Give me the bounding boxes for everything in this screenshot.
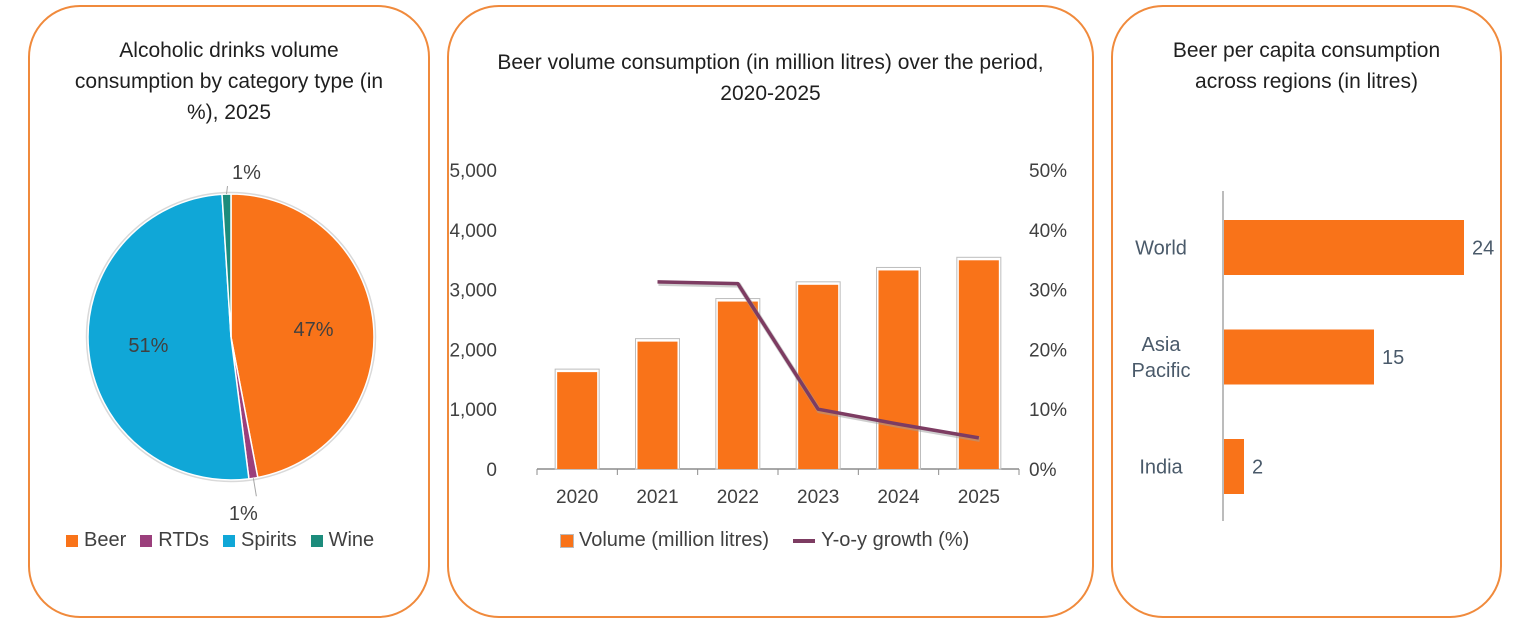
legend-swatch-beer	[66, 534, 78, 547]
pie-label-beer: 47%	[294, 319, 334, 341]
x-tick-label: 2022	[717, 487, 759, 508]
pie-chart-panel: Alcoholic drinks volume consumption by c…	[28, 5, 430, 618]
pie-label-rtds: 1%	[229, 503, 258, 522]
pie-slice-spirits	[87, 193, 250, 481]
combo-legend: Volume (million litres) Y-o-y growth (%)	[560, 529, 983, 552]
x-tick-label: 2025	[958, 487, 1000, 508]
legend-item-wine: Wine	[310, 529, 375, 552]
legend-item-volume: Volume (million litres)	[560, 529, 770, 552]
hbar-category-label-line: World	[1135, 238, 1187, 260]
combo-chart-title: Beer volume consumption (in million litr…	[497, 51, 1044, 105]
y-tick-label: 3,000	[449, 281, 497, 302]
x-tick-label: 2023	[797, 487, 839, 508]
pie-leader-wine	[226, 186, 229, 195]
pie-label-wine: 1%	[232, 162, 261, 184]
hbar-world	[1224, 220, 1464, 275]
pie-label-spirits: 51%	[128, 335, 168, 357]
y2-tick-label: 30%	[1029, 281, 1067, 302]
x-tick-label: 2021	[636, 487, 678, 508]
legend-item-beer: Beer	[66, 529, 126, 552]
y2-tick-label: 0%	[1029, 460, 1057, 481]
bar-volume-2024	[878, 270, 919, 469]
legend-item-spirits: Spirits	[223, 529, 297, 552]
bar-volume-2023	[798, 284, 839, 469]
legend-swatch-volume	[560, 533, 574, 548]
combo-chart-panel: Beer volume consumption (in million litr…	[447, 5, 1094, 618]
pie-slice-wine	[221, 193, 232, 338]
x-tick-label: 2024	[877, 487, 920, 508]
legend-swatch-rtds	[140, 534, 153, 547]
legend-label-spirits: Spirits	[241, 529, 297, 551]
pie-legend: Beer RTDs Spirits Wine	[66, 529, 388, 552]
legend-label-growth: Y-o-y growth (%)	[821, 529, 970, 551]
y-tick-label: 2,000	[449, 340, 497, 361]
pie-slice-beer	[230, 193, 375, 479]
hbar-category-label-line: Asia	[1142, 334, 1182, 356]
legend-swatch-wine	[310, 534, 323, 547]
bar-volume-2020	[557, 372, 598, 469]
hbar-category-label-line: Pacific	[1132, 360, 1191, 382]
hbar-category-label: World	[1135, 238, 1187, 260]
y2-tick-label: 10%	[1029, 400, 1067, 421]
legend-item-growth: Y-o-y growth (%)	[793, 529, 969, 552]
legend-label-rtds: RTDs	[158, 529, 209, 551]
pie-outline	[85, 191, 377, 483]
y2-tick-label: 20%	[1029, 340, 1067, 361]
pie-leader-rtds	[252, 478, 257, 497]
legend-line-growth	[793, 538, 816, 543]
hbar-india	[1224, 439, 1244, 494]
bar-volume-2021	[637, 341, 678, 469]
legend-item-rtds: RTDs	[140, 529, 209, 552]
y-tick-label: 0	[486, 460, 497, 481]
pie-chart-title: Alcoholic drinks volume consumption by c…	[74, 39, 384, 124]
y-tick-label: 1,000	[449, 400, 497, 421]
hbar-asia-pacific	[1224, 329, 1374, 385]
legend-swatch-spirits	[223, 534, 235, 547]
y2-tick-label: 40%	[1029, 221, 1067, 242]
legend-label-beer: Beer	[84, 529, 127, 551]
hbar-chart-panel: Beer per capita consumption across regio…	[1111, 5, 1502, 618]
hbar-category-label: India	[1139, 457, 1183, 479]
bar-volume-2022	[717, 301, 758, 469]
pie-chart: 47% 51% 1% 1%	[85, 162, 377, 522]
hbar-category-label-line: India	[1139, 457, 1183, 479]
y-tick-label: 5,000	[449, 161, 497, 182]
combo-chart: 0 1,000 2,000 3,000 4,000 5,000 0% 10% 20% 30% 40%…	[449, 161, 1067, 508]
hbar-value-label: 24	[1472, 238, 1494, 260]
y2-tick-label: 50%	[1029, 161, 1067, 182]
hbar-chart-title: Beer per capita consumption across regio…	[1172, 39, 1441, 93]
legend-label-volume: Volume (million litres)	[579, 529, 770, 551]
hbar-value-label: 2	[1252, 457, 1263, 479]
y-tick-label: 4,000	[449, 221, 497, 242]
hbar-value-label: 15	[1382, 347, 1404, 369]
legend-label-wine: Wine	[328, 529, 375, 551]
hbar-category-label: Asia Pacific	[1132, 334, 1191, 382]
x-tick-label: 2020	[556, 487, 598, 508]
hbar-chart: 24 World 15 Asia Pacific 2 India	[1132, 191, 1494, 521]
